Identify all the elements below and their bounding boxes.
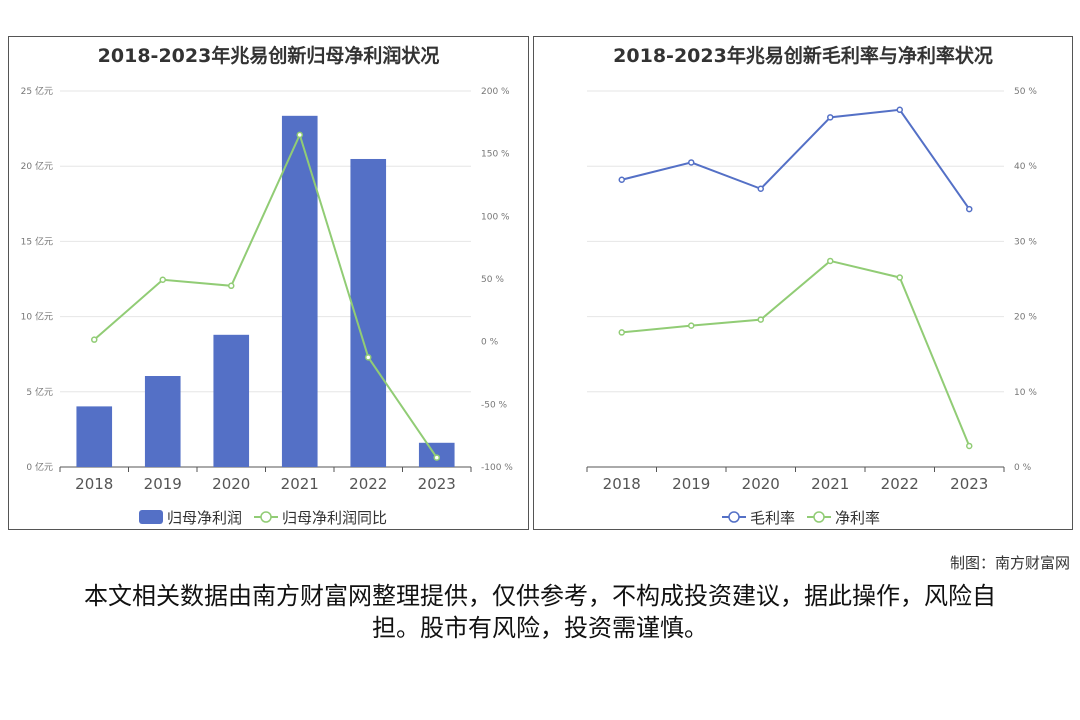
y-left-tick: 20 亿元: [21, 160, 53, 172]
legend-label: 归母净利润同比: [282, 509, 387, 527]
data-point: [688, 159, 695, 166]
legend-swatch: [260, 511, 272, 523]
disclaimer: 本文相关数据由南方财富网整理提供，仅供参考，不构成投资建议，据此操作，风险自担。…: [84, 582, 996, 642]
x-tick-label: 2019: [672, 475, 710, 493]
legend-swatch: [728, 511, 740, 523]
data-point: [896, 106, 903, 114]
data-point: [827, 114, 834, 121]
x-tick-label: 2018: [603, 475, 641, 493]
data-point: [296, 131, 303, 139]
data-point: [827, 257, 834, 265]
legend-label: 净利率: [835, 509, 880, 527]
data-point: [757, 185, 764, 193]
x-tick-label: 2019: [144, 475, 182, 493]
data-point: [365, 354, 372, 361]
x-tick-label: 2022: [349, 475, 387, 493]
legend-label: 毛利率: [750, 509, 795, 527]
net-profit-plot: 0 亿元 5 亿元 10 亿元 15 亿元 20 亿元 25 亿元 -100 % -50 % 0…: [21, 85, 514, 527]
y-right-tick: -50 %: [481, 400, 508, 410]
data-point: [757, 316, 764, 323]
legend-swatch: [139, 510, 163, 524]
legend-label: 归母净利润: [167, 509, 242, 527]
y-right-tick: 150 %: [481, 150, 510, 160]
y-right-tick: 0 %: [1014, 463, 1032, 473]
bar: [144, 376, 181, 467]
y-left-tick: 5 亿元: [26, 386, 53, 398]
y-left-tick: 15 亿元: [21, 235, 53, 247]
y-left-tick: 25 亿元: [21, 85, 53, 97]
chart-title: 2018-2023年兆易创新归母净利润状况: [97, 45, 440, 67]
data-point: [896, 274, 903, 281]
y-right-tick: 50 %: [1014, 87, 1037, 97]
x-tick-label: 2020: [742, 475, 780, 493]
bar: [76, 406, 113, 467]
data-point: [688, 322, 695, 329]
bar: [213, 334, 250, 467]
x-tick-label: 2023: [950, 475, 988, 493]
y-right-tick: 0 %: [481, 338, 499, 348]
y-right-tick: 40 %: [1014, 162, 1037, 172]
chart-credit: 制图：南方财富网: [949, 554, 1070, 572]
series-line: [621, 259, 971, 447]
y-right-tick: 100 %: [481, 212, 510, 222]
data-point: [228, 282, 235, 290]
data-point: [433, 454, 440, 461]
y-left-tick: 0 亿元: [26, 461, 53, 473]
x-tick-label: 2023: [418, 475, 456, 493]
series-line: [621, 108, 971, 210]
margin-chart: 2018-2023年兆易创新毛利率与净利率状况 0 % 10 % 20 % 30 % 4…: [533, 36, 1073, 530]
y-left-tick: 10 亿元: [21, 311, 53, 323]
data-point: [159, 276, 166, 284]
x-tick-label: 2021: [281, 475, 319, 493]
bar: [281, 115, 318, 467]
margin-plot: 0 % 10 % 20 % 30 % 40 % 50 % 2018 2019 2020 2021 2…: [586, 87, 1037, 527]
x-tick-label: 2018: [75, 475, 113, 493]
x-tick-label: 2021: [811, 475, 849, 493]
y-right-tick: 30 %: [1014, 237, 1037, 247]
series-line: [93, 132, 438, 459]
data-point: [966, 205, 973, 213]
data-point: [618, 329, 625, 336]
data-point: [966, 442, 973, 450]
y-right-tick: -100 %: [481, 463, 513, 473]
y-right-tick: 200 %: [481, 87, 510, 97]
y-right-tick: 20 %: [1014, 313, 1037, 323]
net-profit-chart: 2018-2023年兆易创新归母净利润状况 0 亿元 5 亿元 10 亿元 15 亿元…: [8, 36, 529, 530]
legend-swatch: [813, 511, 825, 523]
y-right-tick: 50 %: [481, 275, 504, 285]
x-tick-label: 2022: [881, 475, 919, 493]
y-right-tick: 10 %: [1014, 388, 1037, 398]
chart-title: 2018-2023年兆易创新毛利率与净利率状况: [613, 45, 993, 67]
x-tick-label: 2020: [212, 475, 250, 493]
data-point: [618, 176, 625, 183]
bar: [350, 158, 387, 467]
data-point: [91, 336, 98, 343]
